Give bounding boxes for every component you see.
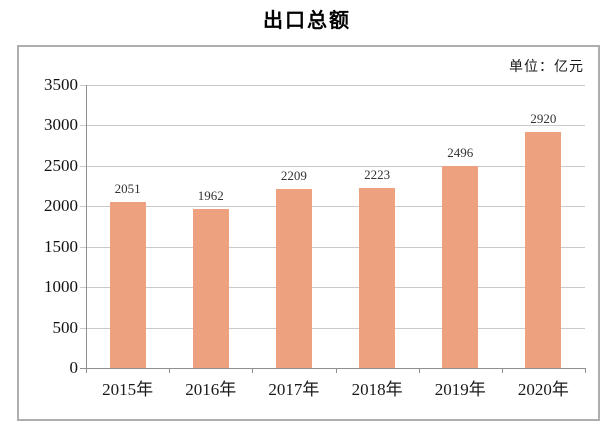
gridline bbox=[80, 125, 585, 127]
chart-title: 出口总额 bbox=[263, 10, 351, 32]
x-axis-tick bbox=[86, 368, 87, 373]
x-axis-tick bbox=[501, 368, 503, 373]
x-axis-category-label: 2018年 bbox=[351, 380, 403, 399]
x-axis-line bbox=[80, 368, 585, 369]
gridline bbox=[80, 287, 585, 289]
bar bbox=[109, 202, 146, 368]
x-axis-category-label: 2019年 bbox=[434, 380, 486, 399]
gridline bbox=[80, 327, 585, 329]
bar-value-label: 2496 bbox=[447, 145, 474, 161]
y-axis-tick-label: 3000 bbox=[44, 115, 78, 135]
bar bbox=[442, 166, 479, 368]
gridline bbox=[80, 206, 585, 208]
x-axis-category-label: 2017年 bbox=[268, 380, 320, 399]
gridline bbox=[80, 165, 585, 167]
gridline bbox=[80, 246, 585, 248]
x-axis-tick bbox=[585, 368, 586, 373]
y-axis-tick-label: 2500 bbox=[44, 155, 78, 175]
y-axis-tick-label: 1000 bbox=[44, 277, 78, 297]
bar bbox=[525, 131, 562, 368]
unit-label: 单位：亿元 bbox=[509, 60, 584, 75]
bar-value-label: 2051 bbox=[114, 181, 141, 197]
x-axis-category-label: 2016年 bbox=[185, 380, 237, 399]
x-axis-category-label: 2020年 bbox=[517, 380, 569, 399]
x-axis-tick bbox=[418, 368, 420, 373]
x-axis-category-label: 2015年 bbox=[102, 380, 154, 399]
bar-value-label: 2209 bbox=[280, 168, 307, 184]
bar-value-label: 2223 bbox=[364, 167, 391, 183]
gridline bbox=[80, 85, 585, 86]
y-axis-tick-label: 1500 bbox=[44, 236, 78, 256]
x-axis-tick bbox=[169, 368, 171, 373]
bar-value-label: 1962 bbox=[197, 188, 224, 204]
y-axis-tick-label: 0 bbox=[69, 358, 79, 377]
y-axis-tick-label: 500 bbox=[52, 317, 79, 337]
x-axis-tick bbox=[335, 368, 337, 373]
chart-frame: 单位：亿元 0 500 1000 1500 2000 2500 3000 3500 2051 20… bbox=[17, 45, 600, 421]
y-axis-line bbox=[86, 85, 87, 373]
bar bbox=[359, 188, 396, 368]
y-axis-tick-label: 2000 bbox=[44, 196, 78, 216]
y-axis-tick-label: 3500 bbox=[44, 75, 78, 94]
bar bbox=[275, 189, 312, 368]
x-axis-tick bbox=[252, 368, 254, 373]
bar-value-label: 2920 bbox=[530, 110, 557, 126]
bar bbox=[192, 209, 229, 368]
